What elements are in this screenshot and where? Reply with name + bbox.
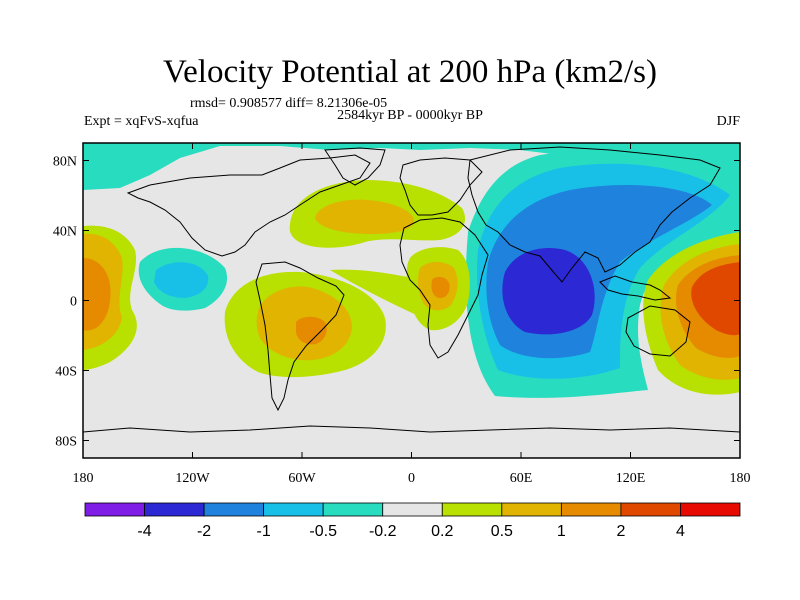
y-tick-label: 80N [53,155,77,170]
y-tick-label: 40N [53,225,77,240]
coastline-north-america [126,154,371,257]
coastlines [83,146,740,433]
coastline-asia [467,146,721,283]
x-axis: 180 120W 60W 0 60E 120E 180 [73,143,751,486]
colorbar-label: -0.5 [309,523,337,540]
coastline-africa [399,217,489,359]
colorbar-swatch [382,502,443,517]
colorbar-swatch [203,502,265,517]
experiment-text: Expt = xqFvS-xqfua [84,114,199,129]
x-tick-label: 60E [510,471,533,486]
y-tick-label: 0 [70,295,77,310]
indian-ocean-minimum [502,248,595,335]
y-tick-label: 80S [55,435,77,450]
colorbar-swatch [501,502,562,517]
colorbar-swatch [144,502,205,517]
colorbar-label: -2 [197,523,211,540]
colorbar: -4 -2 -1 -0.5 -0.2 0.2 0.5 1 2 4 [84,502,741,540]
chart-title: Velocity Potential at 200 hPa (km2/s) [163,54,657,90]
x-tick-label: 180 [730,471,751,486]
colorbar-label: 1 [557,523,566,540]
coastline-europe [399,157,483,216]
colorbar-swatch [620,502,681,517]
west-pacific-maximum [691,262,740,336]
colorbar-label: -0.2 [369,523,397,540]
colorbar-label: -4 [137,523,151,540]
east-pacific-minus05-core [154,262,209,298]
central-pacific-2-region [83,258,111,331]
colorbar-label: 4 [676,523,685,540]
colorbar-swatch [560,502,622,517]
colorbar-swatch [680,502,741,517]
y-tick-label: 40S [55,365,77,380]
coastline-australia [625,305,691,357]
colorbar-swatch [84,502,145,517]
coastline-maritime-continent [599,275,672,301]
colorbar-label: 2 [616,523,625,540]
x-tick-label: 60W [288,471,316,486]
period-text: 2584kyr BP - 0000kyr BP [337,108,483,123]
x-tick-label: 180 [73,471,94,486]
africa-2-region [431,276,450,298]
x-tick-label: 120W [175,471,210,486]
coastline-antarctica [83,425,740,433]
x-tick-label: 120E [616,471,646,486]
colorbar-swatch [263,502,324,517]
coastline-south-america [255,261,345,412]
coastline-greenland [324,147,386,186]
contour-field [83,143,740,458]
north-atlantic-1-region [315,199,414,234]
south-america-2-region [296,316,327,345]
rmsd-diff-text: rmsd= 0.908577 diff= 8.21306e-05 [190,96,387,111]
x-tick-label: 0 [408,471,415,486]
colorbar-swatch [322,502,384,517]
y-axis: 80N 40N 0 40S 80S [53,155,740,450]
colorbar-label: 0.5 [491,523,513,540]
colorbar-label: -1 [257,523,271,540]
colorbar-label: 0.2 [431,523,453,540]
colorbar-swatch [441,502,503,517]
season-text: DJF [717,114,741,129]
